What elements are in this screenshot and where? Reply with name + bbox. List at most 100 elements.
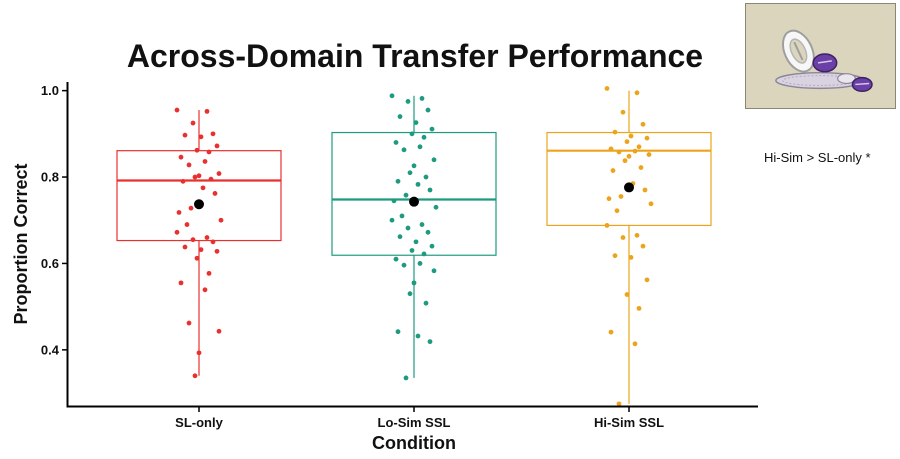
data-point <box>415 333 421 339</box>
data-point <box>421 134 427 140</box>
data-point <box>612 129 618 135</box>
data-point <box>397 234 403 240</box>
data-point <box>206 149 212 155</box>
y-tick-label: 1.0 <box>41 83 59 98</box>
data-point <box>608 329 614 335</box>
data-point <box>198 134 204 140</box>
data-point <box>208 176 214 182</box>
data-point <box>182 244 188 250</box>
data-point <box>644 277 650 283</box>
data-point <box>626 153 632 159</box>
box-iqr <box>331 131 497 256</box>
data-point <box>417 144 423 150</box>
plot-area <box>116 86 712 407</box>
data-point <box>401 147 407 153</box>
data-point <box>405 225 411 231</box>
data-point <box>216 328 222 334</box>
y-tick-label: 0.8 <box>41 170 59 185</box>
data-point <box>188 205 194 211</box>
data-point <box>612 253 618 259</box>
data-point <box>216 171 222 176</box>
x-tick-label: SL-only <box>175 415 223 430</box>
data-point <box>397 114 403 119</box>
data-point <box>389 93 395 99</box>
data-point <box>212 191 218 196</box>
data-point <box>405 99 411 104</box>
box-iqr <box>116 150 282 242</box>
data-point <box>399 213 405 219</box>
data-point <box>198 247 204 253</box>
data-point <box>429 126 435 132</box>
data-point <box>411 163 417 169</box>
data-point <box>178 280 184 286</box>
data-point <box>427 339 433 345</box>
data-point <box>620 235 626 240</box>
data-point <box>409 131 415 137</box>
data-point <box>192 373 198 379</box>
data-point <box>401 262 407 268</box>
x-tick-label: Lo-Sim SSL <box>378 415 451 430</box>
data-point <box>196 173 202 179</box>
data-point <box>644 135 650 141</box>
data-point <box>616 401 622 407</box>
data-point <box>429 243 435 249</box>
data-point <box>176 210 182 215</box>
y-tick-label: 0.4 <box>41 342 60 357</box>
data-point <box>214 248 220 254</box>
data-point <box>618 194 624 199</box>
data-point <box>614 208 620 214</box>
data-point <box>636 305 642 311</box>
data-point <box>411 280 417 286</box>
mean-marker <box>194 199 204 210</box>
data-point <box>423 174 429 180</box>
data-point <box>200 185 206 191</box>
data-point <box>628 254 634 260</box>
data-point <box>638 165 644 170</box>
data-point <box>194 255 200 261</box>
data-point <box>616 149 622 155</box>
data-point <box>393 256 399 262</box>
data-point <box>604 86 610 91</box>
stimulus-thumbnail-image <box>745 3 896 109</box>
data-point <box>634 90 640 96</box>
data-point <box>186 320 192 326</box>
data-point <box>413 239 419 245</box>
data-point <box>202 159 208 164</box>
data-point <box>190 120 196 126</box>
data-point <box>204 108 210 114</box>
data-point <box>192 174 198 180</box>
data-point <box>624 292 630 297</box>
data-point <box>431 157 437 163</box>
data-point <box>628 133 634 139</box>
data-point <box>640 121 646 127</box>
data-point <box>648 201 654 207</box>
data-point <box>419 96 425 101</box>
data-point <box>622 158 628 164</box>
data-point <box>620 109 626 115</box>
data-point <box>604 223 610 228</box>
data-point <box>174 107 180 113</box>
significance-annotation: Hi-Sim > SL-only * <box>764 150 871 165</box>
mean-marker <box>409 196 419 207</box>
data-point <box>608 146 614 152</box>
data-point <box>642 187 648 193</box>
data-point <box>634 232 640 238</box>
data-point <box>403 192 409 198</box>
y-tick-label: 0.6 <box>41 256 59 271</box>
mean-marker <box>624 182 634 193</box>
data-point <box>417 261 423 266</box>
data-point <box>632 341 638 347</box>
data-point <box>403 375 409 381</box>
data-point <box>182 132 188 138</box>
data-point <box>425 229 431 235</box>
data-point <box>640 243 646 249</box>
data-point <box>407 291 413 297</box>
axis-ticks: SL-only Lo-Sim SSL Hi-Sim SSL 0.4 0.6 0.8 1.0 <box>41 83 664 430</box>
data-point <box>210 131 216 137</box>
data-point <box>632 148 638 154</box>
data-point <box>646 152 652 157</box>
box-iqr <box>546 131 712 227</box>
data-point <box>423 300 429 306</box>
data-point <box>218 217 224 223</box>
